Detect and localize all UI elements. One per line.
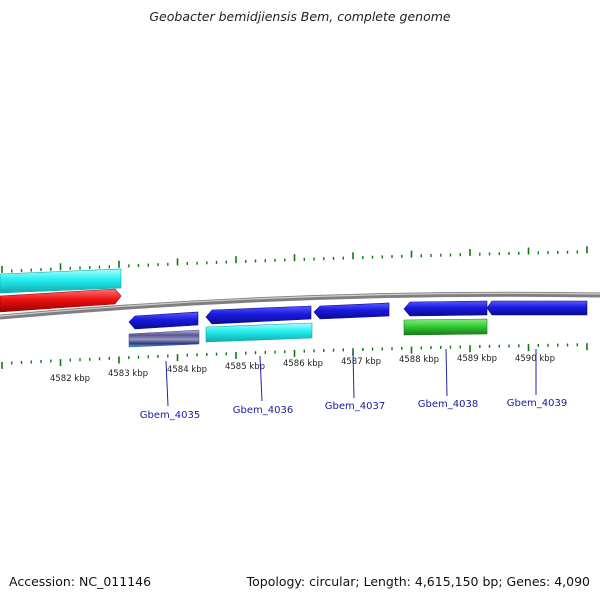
inner-tick-track [1,343,588,369]
gene-label-4038[interactable]: Gbem_4038 [418,399,478,410]
leader-line-4038 [445,348,448,397]
gene-cyan-4036[interactable] [205,322,313,343]
gene-label-4039[interactable]: Gbem_4039 [507,398,567,409]
leader-line-4036 [259,355,263,402]
accession-label: Accession: NC_011146 [9,574,152,589]
scale-label: 4588 kbp [399,355,439,365]
gene-labels: Gbem_4035 Gbem_4036 Gbem_4037 Gbem_4038 … [140,398,567,421]
genome-backbone [0,291,600,320]
gene-striped-4035[interactable] [128,329,200,348]
scale-labels: 4582 kbp 4583 kbp 4584 kbp 4585 kbp 4586… [50,354,555,384]
gene-label-4035[interactable]: Gbem_4035 [140,410,200,421]
gene-label-4037[interactable]: Gbem_4037 [325,401,385,412]
scale-label: 4587 kbp [341,357,381,367]
gene-blue-4039[interactable] [486,300,588,316]
gene-blue-4037[interactable] [313,302,390,320]
scale-label: 4586 kbp [283,359,323,369]
outer-tick-track [1,246,588,273]
genome-summary: Topology: circular; Length: 4,615,150 bp… [246,574,590,589]
scale-label: 4585 kbp [225,362,265,372]
gene-blue-4036[interactable] [205,305,312,325]
gene-cyan-upstream[interactable] [0,268,122,294]
leader-line-4035 [165,360,169,407]
leader-line-4037 [352,352,355,399]
gene-green-4038[interactable] [403,318,488,336]
scale-label: 4584 kbp [167,365,207,375]
gene-label-leaders [165,348,537,407]
genome-backbone-highlight [0,292,600,317]
gene-red-upstream[interactable] [0,288,122,313]
scale-label: 4582 kbp [50,374,90,384]
gene-label-4036[interactable]: Gbem_4036 [233,405,293,416]
figure-title: Geobacter bemidjiensis Bem, complete gen… [149,9,451,24]
gene-blue-4038[interactable] [403,300,488,317]
gene-blue-4035[interactable] [128,311,199,330]
scale-label: 4590 kbp [515,354,555,364]
scale-label: 4583 kbp [108,369,148,379]
scale-label: 4589 kbp [457,354,497,364]
